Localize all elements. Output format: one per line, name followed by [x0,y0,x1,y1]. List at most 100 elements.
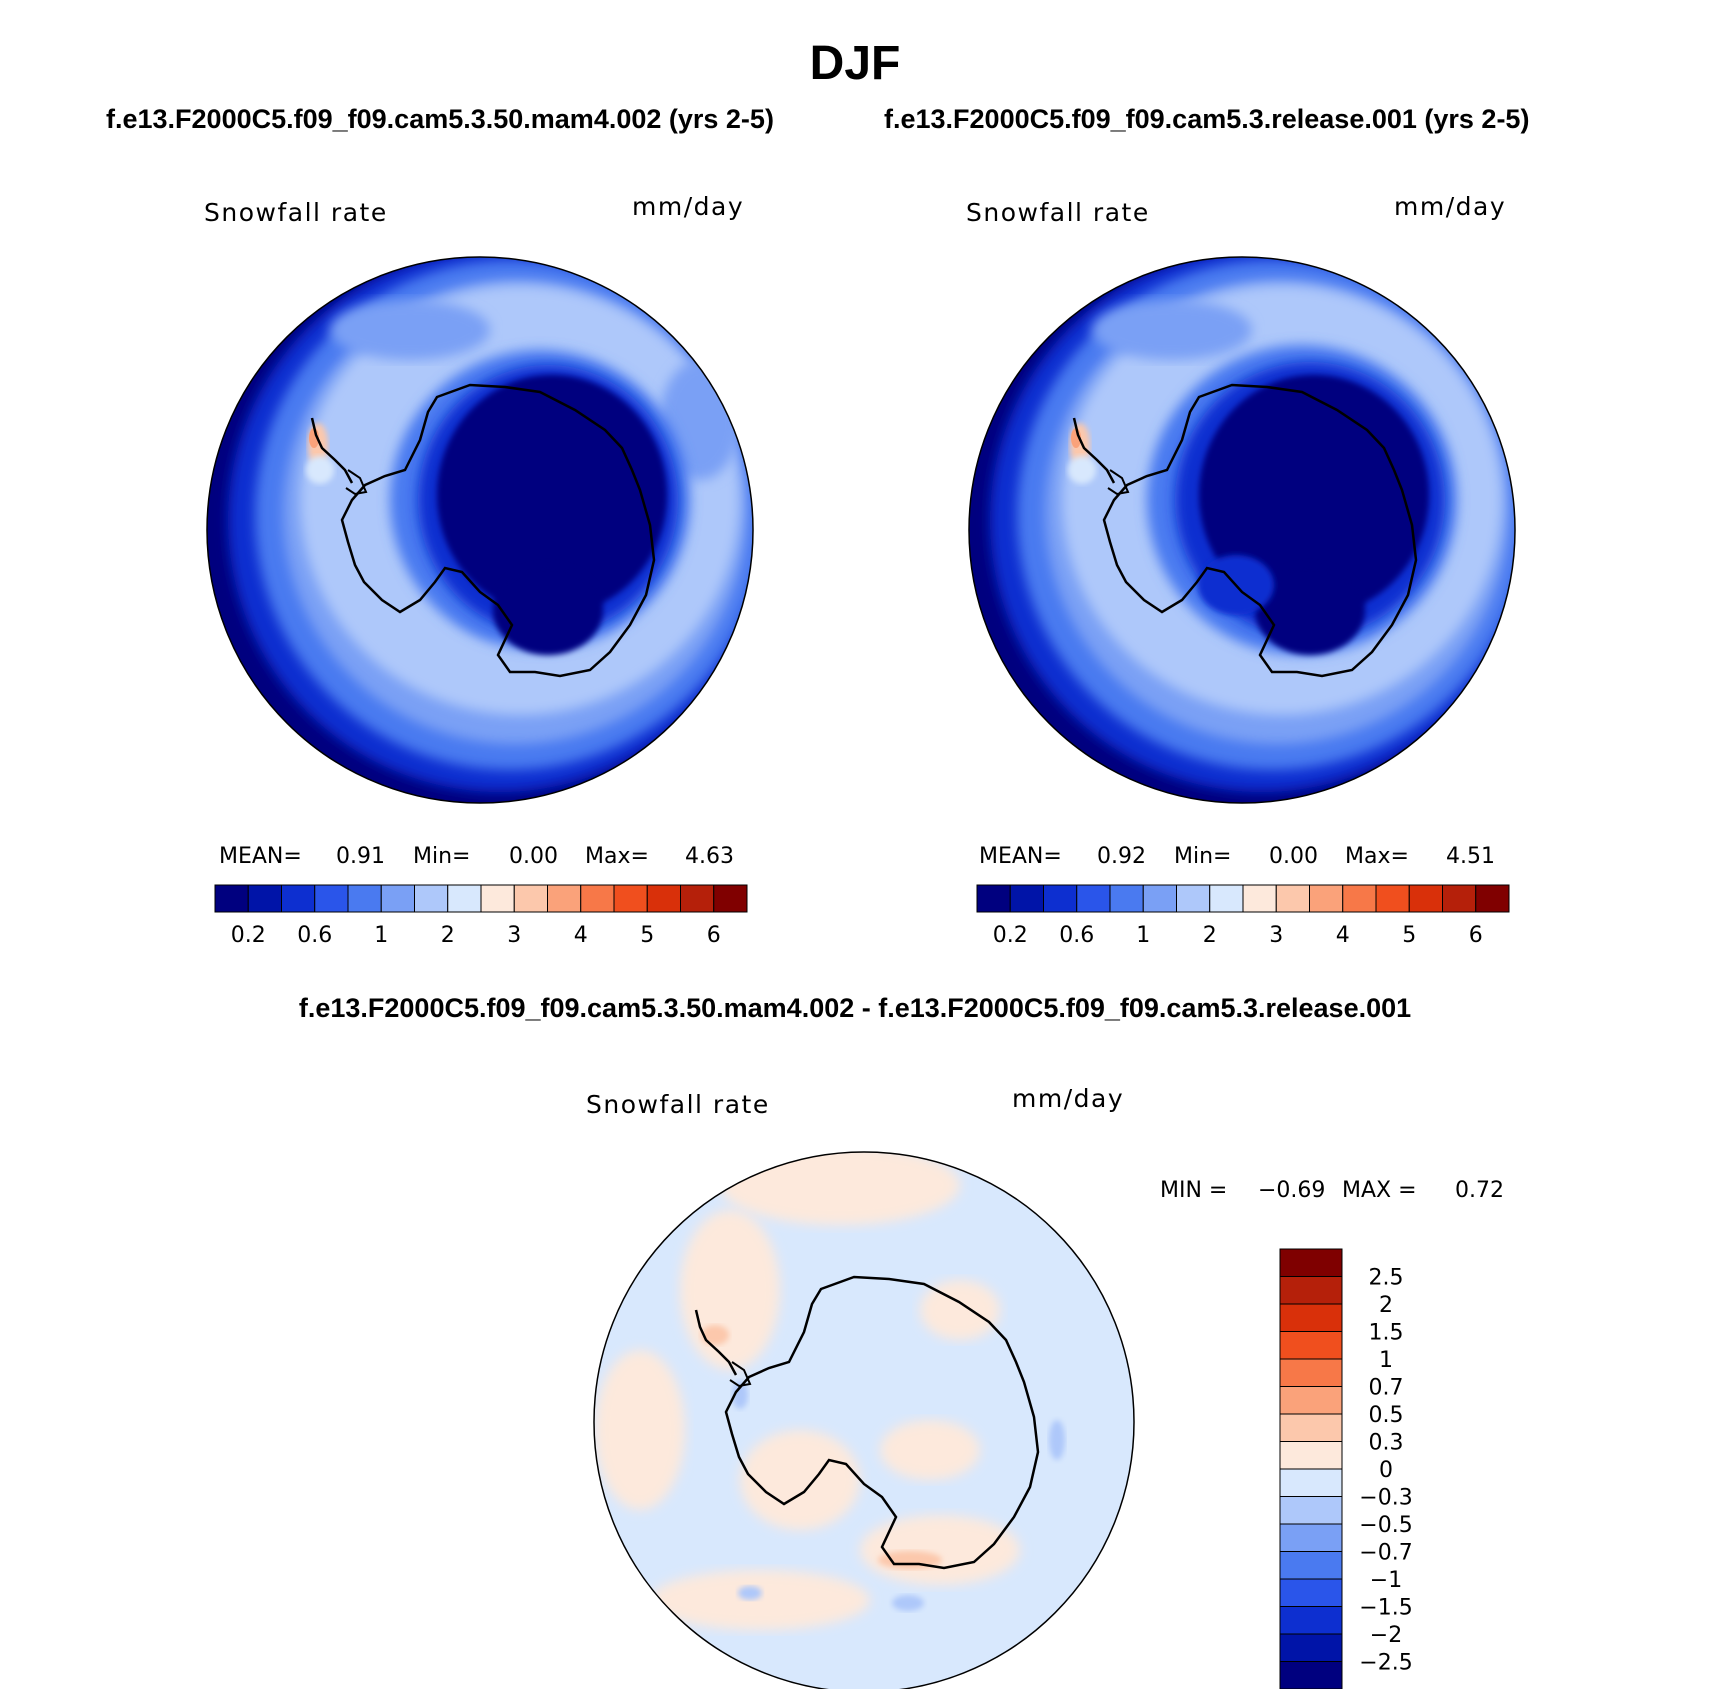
diff-colorbar-tick-label: −2.5 [1359,1651,1412,1676]
difference-polar-map [593,1151,1135,1689]
right-colorbar-tick-label: 0.6 [1059,923,1094,948]
diff-colorbar-swatch [1279,1633,1343,1662]
left-mean-label: MEAN= [219,844,302,869]
right-colorbar-swatch [1309,884,1344,913]
right-max-label: Max= [1345,844,1409,869]
diff-colorbar: 2.52 1.51 0.70.5 0.30 −0.3−0.5 −0.7−1 −1.5−2 −2… [1279,1248,1413,1689]
diff-colorbar-swatch [1279,1606,1343,1635]
diff-colorbar-tick-label: 0.7 [1369,1376,1404,1401]
left-colorbar-tick-label: 4 [574,923,588,948]
left-colorbar-tick-label: 6 [707,923,721,948]
diff-colorbar-tick-label: −1.5 [1359,1596,1412,1621]
diff-colorbar-swatch [1279,1468,1343,1497]
diff-colorbar-swatch [1279,1441,1343,1470]
left-colorbar-swatch [314,884,349,913]
diff-variable-label: Snowfall rate [586,1090,770,1119]
left-colorbar-swatch [547,884,582,913]
diff-max-value: 0.72 [1455,1178,1504,1203]
left-colorbar-tick-label: 0.2 [231,923,266,948]
diff-colorbar-swatch [1279,1248,1343,1277]
right-colorbar-swatch [1475,884,1510,913]
left-colorbar-swatch [347,884,382,913]
left-colorbar-swatch [414,884,449,913]
left-colorbar-swatch [680,884,715,913]
diff-colorbar-tick-label: −0.7 [1359,1541,1412,1566]
right-colorbar-swatch [1275,884,1310,913]
left-colorbar-tick-label: 5 [640,923,654,948]
right-colorbar-tick-label: 0.2 [993,923,1028,948]
right-colorbar-swatch [1043,884,1078,913]
diff-colorbar-swatch [1279,1661,1343,1689]
left-mean-value: 0.91 [336,844,385,869]
left-max-label: Max= [585,844,649,869]
diff-colorbar-tick-label: 1 [1379,1348,1393,1373]
right-colorbar-tick-label: 4 [1336,923,1350,948]
left-colorbar-swatch [713,884,748,913]
right-colorbar-swatch [1242,884,1277,913]
right-min-label: Min= [1174,844,1232,869]
diff-colorbar-tick-label: −0.5 [1359,1513,1412,1538]
diff-colorbar-swatch [1279,1578,1343,1607]
right-colorbar-swatch [1142,884,1177,913]
diff-colorbar-tick-label: −1 [1370,1568,1402,1593]
diff-colorbar-swatch [1279,1551,1343,1580]
diff-colorbar-swatch [1279,1303,1343,1332]
left-polar-map [206,256,754,804]
left-colorbar: 0.2 0.6 1 2 3 4 5 6 [214,884,748,948]
right-colorbar-swatch [1375,884,1410,913]
left-colorbar-swatch [513,884,548,913]
diff-colorbar-tick-label: −0.3 [1359,1486,1412,1511]
right-mean-label: MEAN= [979,844,1062,869]
diff-colorbar-swatch [1279,1496,1343,1525]
right-colorbar-swatch [1176,884,1211,913]
diff-units-label: mm/day [1012,1084,1125,1113]
right-colorbar-swatch [1209,884,1244,913]
diff-colorbar-tick-label: 1.5 [1369,1321,1404,1346]
diff-max-label: MAX = [1342,1178,1417,1203]
right-polar-map [968,256,1516,804]
left-colorbar-tick-label: 1 [374,923,388,948]
right-colorbar-swatch [1442,884,1477,913]
right-colorbar-swatch [1076,884,1111,913]
diff-colorbar-swatch [1279,1386,1343,1415]
diff-panel-case-title: f.e13.F2000C5.f09_f09.cam5.3.50.mam4.002… [298,993,1412,1023]
right-colorbar-tick-label: 1 [1136,923,1150,948]
left-colorbar-tick-label: 2 [441,923,455,948]
left-max-value: 4.63 [685,844,734,869]
diff-colorbar-tick-label: −2 [1370,1623,1402,1648]
diff-colorbar-swatch [1279,1413,1343,1442]
figure-title: DJF [809,37,901,90]
diff-colorbar-swatch [1279,1331,1343,1360]
left-colorbar-swatch [580,884,615,913]
diff-colorbar-swatch [1279,1276,1343,1305]
right-min-value: 0.00 [1269,844,1318,869]
right-colorbar-swatch [976,884,1011,913]
right-colorbar-swatch [1009,884,1044,913]
left-min-value: 0.00 [509,844,558,869]
right-colorbar-swatch [1109,884,1144,913]
left-colorbar-tick-label: 3 [507,923,521,948]
diff-colorbar-swatch [1279,1523,1343,1552]
left-colorbar-swatch [281,884,316,913]
right-colorbar-swatch [1408,884,1443,913]
right-colorbar-tick-label: 6 [1469,923,1483,948]
diff-colorbar-tick-label: 0.5 [1369,1403,1404,1428]
left-colorbar-swatch [646,884,681,913]
right-colorbar-tick-label: 2 [1203,923,1217,948]
left-panel-case-title: f.e13.F2000C5.f09_f09.cam5.3.50.mam4.002… [106,104,774,134]
left-colorbar-swatch [613,884,648,913]
left-variable-label: Snowfall rate [204,198,388,227]
diff-colorbar-tick-label: 0.3 [1369,1431,1404,1456]
diff-colorbar-tick-label: 2 [1379,1293,1393,1318]
left-colorbar-swatch [214,884,249,913]
left-units-label: mm/day [632,192,745,221]
right-panel-case-title: f.e13.F2000C5.f09_f09.cam5.3.release.001… [884,104,1530,134]
left-colorbar-swatch [247,884,282,913]
right-max-value: 4.51 [1446,844,1495,869]
right-colorbar-tick-label: 3 [1269,923,1283,948]
left-colorbar-swatch [480,884,515,913]
right-colorbar-swatch [1342,884,1377,913]
diff-colorbar-swatch [1279,1358,1343,1387]
right-colorbar-tick-label: 5 [1402,923,1416,948]
